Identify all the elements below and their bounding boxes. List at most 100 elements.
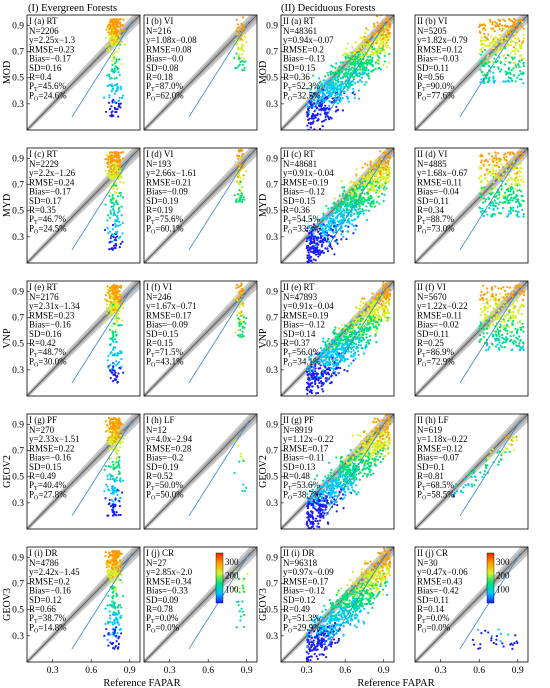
data-point (344, 224, 347, 228)
data-point (322, 79, 325, 82)
data-point (522, 62, 525, 65)
data-point (517, 74, 520, 77)
data-point (114, 304, 117, 307)
data-point (372, 315, 375, 318)
data-point (521, 153, 524, 156)
data-point (115, 36, 118, 39)
data-point (356, 202, 359, 205)
data-point (517, 37, 520, 40)
data-point (341, 96, 344, 100)
panel-stat: R=0.36 (283, 72, 310, 82)
data-point (370, 63, 374, 67)
data-point (331, 65, 334, 68)
plot-area (415, 15, 528, 130)
data-point (315, 133, 317, 135)
scatter-panel: I (c) RTN=2229y=2.2x−1.26RMSE=0.24Bias=−… (12, 147, 141, 264)
data-point (312, 244, 315, 248)
data-point (235, 179, 238, 183)
data-point (521, 41, 524, 45)
data-point (483, 27, 486, 30)
data-point (323, 232, 326, 235)
data-point (332, 219, 335, 222)
data-point (237, 317, 240, 320)
data-point (346, 230, 349, 233)
data-point (115, 76, 118, 79)
data-point (352, 181, 355, 184)
data-point (314, 367, 317, 370)
data-point (317, 93, 320, 97)
data-point (369, 163, 372, 166)
data-point (491, 50, 494, 53)
panel-stat: PT=45.6% (29, 81, 67, 93)
data-point (491, 200, 494, 204)
data-point (382, 12, 384, 14)
data-point (235, 18, 238, 21)
data-point (366, 45, 369, 49)
data-point (240, 57, 243, 60)
data-point (320, 237, 323, 240)
data-point (478, 167, 481, 170)
data-point (370, 59, 374, 62)
data-point (119, 286, 123, 289)
data-point (499, 323, 502, 326)
data-point (361, 297, 364, 300)
data-point (119, 25, 122, 28)
data-point (374, 334, 377, 337)
data-point (318, 81, 321, 84)
data-point (367, 40, 370, 43)
data-point (365, 341, 368, 344)
data-point (313, 102, 316, 105)
data-point (482, 214, 486, 218)
panel-frame (414, 14, 529, 131)
one-to-one-line (27, 281, 140, 396)
data-point (240, 310, 243, 314)
data-point (113, 154, 117, 157)
data-point (109, 198, 113, 201)
data-point (351, 83, 354, 86)
data-point (106, 74, 109, 77)
data-point (486, 54, 490, 57)
data-point (339, 208, 342, 211)
data-point (109, 343, 112, 346)
data-point (375, 314, 379, 317)
data-point (104, 158, 107, 161)
data-point (500, 296, 503, 299)
data-point (485, 349, 488, 352)
panel-stat: PT=71.5% (146, 347, 184, 359)
data-point (239, 60, 242, 64)
data-point (379, 160, 382, 163)
data-point (509, 206, 512, 209)
data-point (513, 157, 517, 160)
data-point (322, 86, 326, 89)
data-point (334, 204, 337, 207)
stat-value: =48.7% (38, 347, 67, 357)
data-point (115, 286, 118, 289)
data-point (106, 85, 109, 88)
subscript: O (151, 362, 156, 368)
data-point (361, 333, 365, 336)
data-point (318, 358, 321, 361)
data-point (310, 389, 313, 392)
data-point (377, 159, 380, 162)
data-point (480, 161, 483, 164)
data-point (332, 81, 335, 84)
data-point (352, 87, 355, 90)
data-point (481, 46, 485, 49)
data-point (334, 352, 337, 355)
data-point (518, 156, 521, 160)
data-point (109, 311, 112, 314)
data-point (488, 42, 492, 45)
data-point (122, 157, 125, 160)
panel-stat: SD=0.15 (283, 196, 316, 206)
data-point (238, 199, 241, 202)
data-point (359, 344, 363, 347)
data-point (364, 301, 368, 304)
data-point (481, 284, 485, 287)
data-point (310, 360, 313, 363)
data-point (354, 198, 357, 201)
data-point (356, 322, 359, 325)
data-point (376, 295, 379, 298)
data-point (377, 24, 380, 27)
data-point (305, 111, 308, 114)
regression-line (71, 154, 133, 251)
